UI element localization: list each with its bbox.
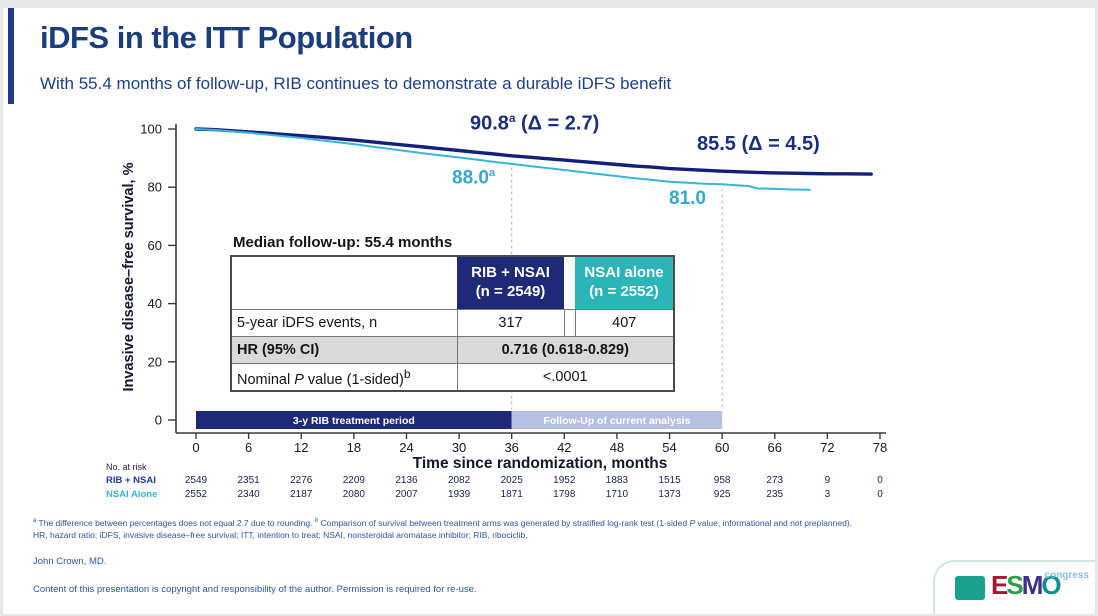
at-risk-value: 2340 bbox=[237, 489, 260, 500]
at-risk-value: 2552 bbox=[184, 489, 208, 500]
nsai-header-n: (n = 2552) bbox=[589, 283, 659, 300]
at-risk-value: 0 bbox=[877, 489, 883, 500]
slide-title: iDFS in the ITT Population bbox=[40, 20, 413, 55]
table-header-rib-nsai: RIB + NSAI (n = 2549) bbox=[457, 256, 564, 310]
text-run: 90.8 bbox=[470, 112, 509, 135]
esmo-letter: M bbox=[1021, 570, 1044, 600]
esmo-congress-label: congress bbox=[1044, 570, 1089, 581]
table-row: 5-year iDFS events, n 317 407 bbox=[231, 309, 674, 337]
at-risk-value: 958 bbox=[713, 475, 731, 486]
table-header-row: RIB + NSAI (n = 2549) NSAI alone (n = 25… bbox=[231, 256, 674, 310]
at-risk-value: 0 bbox=[877, 475, 883, 486]
spanned-value: <.0001 bbox=[457, 363, 674, 391]
at-risk-value: 2209 bbox=[342, 475, 365, 486]
at-risk-value: 1871 bbox=[500, 489, 523, 500]
text-run: P bbox=[689, 517, 696, 528]
at-risk-series-name: NSAI Alone bbox=[106, 489, 158, 500]
text-run: 85.5 (Δ = 4.5) bbox=[697, 133, 820, 155]
at-risk-value: 2351 bbox=[237, 475, 260, 486]
title-accent-bar bbox=[8, 8, 14, 104]
at-risk-value: 1710 bbox=[605, 489, 629, 500]
at-risk-value: 1373 bbox=[658, 489, 681, 500]
table-header-nsai-alone: NSAI alone (n = 2552) bbox=[575, 256, 674, 310]
text-run: The difference between percentages does … bbox=[36, 517, 315, 528]
at-risk-value: 2025 bbox=[500, 475, 523, 486]
at-risk-value: 1798 bbox=[553, 489, 576, 500]
nsai-value: 407 bbox=[574, 309, 674, 337]
spanned-value: 0.716 (0.618-0.829) bbox=[457, 336, 674, 364]
curve-annotation: 88.0a bbox=[452, 167, 495, 189]
at-risk-value: 2007 bbox=[395, 489, 418, 500]
column-gap bbox=[564, 309, 575, 337]
curve-annotation: 90.8a (Δ = 2.7) bbox=[470, 112, 599, 136]
text-run: Nominal bbox=[237, 371, 295, 388]
esmo-congress-logo-card: ESMO congress bbox=[933, 560, 1095, 614]
at-risk-value: 2082 bbox=[447, 475, 471, 486]
text-run: HR, hazard ratio; iDFS, invasive disease… bbox=[33, 530, 528, 540]
footnote-line-1: a The difference between percentages doe… bbox=[33, 515, 1083, 529]
author-credit: John Crown, MD. bbox=[33, 556, 107, 567]
median-followup-caption: Median follow-up: 55.4 months bbox=[233, 234, 453, 251]
at-risk-value: 2136 bbox=[395, 475, 418, 486]
at-risk-value: 2549 bbox=[184, 475, 208, 486]
table-header-gap bbox=[564, 256, 575, 310]
text-run: b bbox=[314, 518, 319, 524]
copyright-notice: Content of this presentation is copyrigh… bbox=[33, 584, 477, 595]
table-row: HR (95% CI) 0.716 (0.618-0.829) bbox=[231, 336, 674, 364]
footnote-abbreviations: HR, hazard ratio; iDFS, invasive disease… bbox=[33, 529, 1083, 541]
text-run: value (1-sided) bbox=[303, 371, 404, 388]
at-risk-value: 3 bbox=[824, 489, 831, 500]
at-risk-value: 235 bbox=[766, 489, 784, 500]
table-header-empty bbox=[231, 256, 457, 310]
text-run: P bbox=[294, 371, 304, 388]
esmo-letter: E bbox=[991, 570, 1008, 600]
at-risk-value: 273 bbox=[766, 475, 784, 486]
text-run: a bbox=[508, 112, 516, 125]
at-risk-series-name: RIB + NSAI bbox=[106, 475, 156, 486]
at-risk-value: 1939 bbox=[447, 489, 471, 500]
esmo-letter: O bbox=[1041, 570, 1061, 600]
text-run: a bbox=[33, 518, 37, 524]
text-run: 5-year iDFS events, n bbox=[237, 315, 378, 331]
followup-results-table: RIB + NSAI (n = 2549) NSAI alone (n = 25… bbox=[230, 255, 675, 392]
text-run: b bbox=[403, 366, 411, 381]
text-run: HR (95% CI) bbox=[237, 342, 320, 358]
row-label: Nominal P value (1-sided)b bbox=[231, 363, 458, 391]
row-label: HR (95% CI) bbox=[231, 336, 458, 364]
at-risk-value: 9 bbox=[824, 475, 831, 486]
slide-subtitle: With 55.4 months of follow-up, RIB conti… bbox=[40, 74, 672, 93]
row-label: 5-year iDFS events, n bbox=[231, 309, 458, 337]
text-run: value, informational and not preplanned)… bbox=[695, 517, 853, 528]
table-row: Nominal P value (1-sided)b <.0001 bbox=[231, 363, 674, 391]
at-risk-value: 1515 bbox=[658, 475, 681, 486]
curve-annotation: 85.5 (Δ = 4.5) bbox=[697, 133, 820, 156]
esmo-location-badge bbox=[955, 576, 985, 600]
rib-header-name: RIB + NSAI bbox=[471, 264, 550, 282]
rib-value: 317 bbox=[456, 309, 565, 337]
at-risk-value: 1883 bbox=[605, 475, 629, 486]
text-run: 81.0 bbox=[669, 188, 706, 209]
at-risk-label: No. at risk bbox=[106, 462, 147, 472]
esmo-logo: ESMO bbox=[991, 570, 1062, 601]
text-run: 88.0 bbox=[452, 167, 489, 189]
at-risk-value: 925 bbox=[713, 489, 731, 500]
rib-header-n: (n = 2549) bbox=[475, 283, 546, 300]
at-risk-value: 2276 bbox=[290, 475, 313, 486]
text-run: a bbox=[488, 167, 496, 179]
nsai-header-name: NSAI alone bbox=[584, 264, 664, 282]
at-risk-value: 1952 bbox=[553, 475, 576, 486]
curve-annotation: 81.0 bbox=[669, 188, 706, 210]
at-risk-value: 2187 bbox=[290, 489, 313, 500]
text-run: Comparison of survival between treatment… bbox=[318, 517, 690, 528]
text-run: (Δ = 2.7) bbox=[515, 112, 600, 135]
esmo-letter: S bbox=[1006, 570, 1023, 600]
at-risk-value: 2080 bbox=[342, 489, 365, 500]
